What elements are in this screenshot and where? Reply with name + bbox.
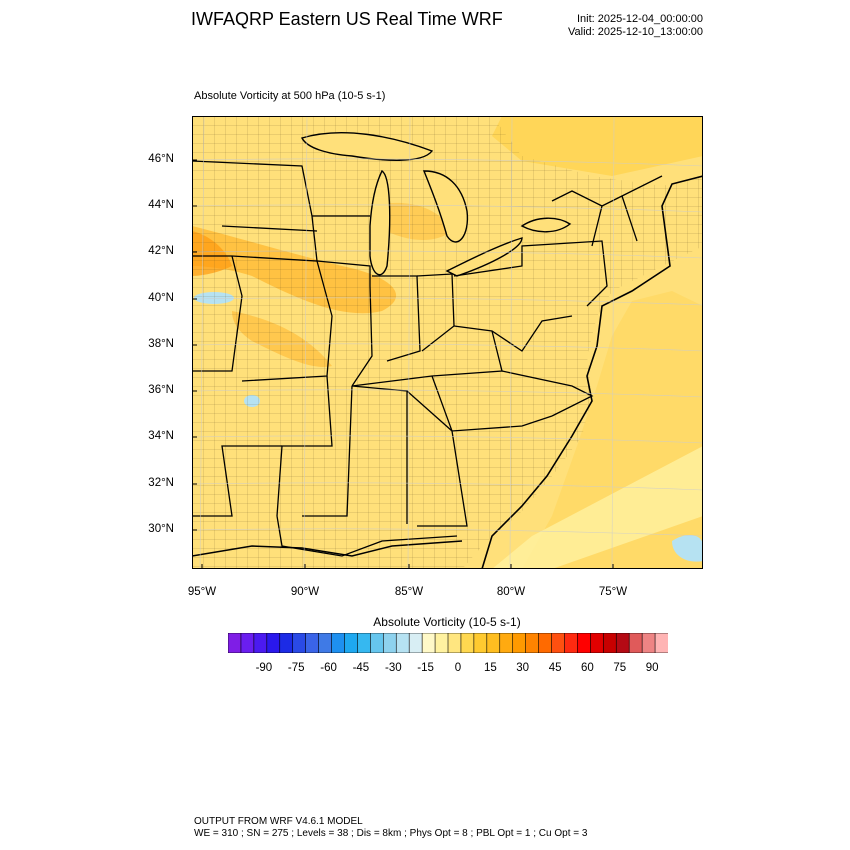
lat-label: 30°N (148, 523, 174, 535)
colorbar-swatch (525, 633, 540, 653)
colorbar-swatch (266, 633, 281, 653)
colorbar-swatch (421, 633, 436, 653)
colorbar-swatch (538, 633, 553, 653)
colorbar-label: -45 (352, 662, 370, 674)
lat-label: 42°N (148, 245, 174, 257)
colorbar-swatch (499, 633, 514, 653)
colorbar-swatch (512, 633, 527, 653)
gulf-coastline (192, 540, 463, 557)
colorbar-swatch (370, 633, 384, 653)
map-frame (192, 116, 703, 569)
atlantic-coastline (481, 175, 703, 569)
colorbar-label: -75 (287, 662, 305, 674)
colorbar-swatch (382, 633, 397, 653)
forecast-times: Init: 2025-12-04_00:00:00 Valid: 2025-12… (568, 13, 703, 39)
colorbar-swatch (357, 633, 371, 653)
init-time: Init: 2025-12-04_00:00:00 (577, 13, 703, 25)
colorbar-label: -60 (320, 662, 337, 674)
lat-label: 38°N (148, 338, 174, 350)
colorbar-swatch (331, 633, 346, 653)
colorbar-swatch (486, 633, 501, 653)
lake-michigan (369, 169, 391, 276)
lat-label: 44°N (148, 199, 174, 211)
colorbar-swatch (551, 633, 566, 653)
lat-label: 46°N (148, 153, 174, 165)
colorbar-swatch (228, 633, 242, 653)
colorbar-label: 30 (516, 662, 530, 674)
colorbar-swatch (434, 633, 449, 653)
colorbar-swatch (615, 633, 630, 653)
lon-label: 90°W (290, 586, 320, 598)
colorbar-swatch (344, 633, 359, 653)
axis-ticks (192, 159, 614, 569)
colorbar-swatch (628, 633, 643, 653)
county-boundaries (192, 116, 703, 569)
state-boundaries (192, 160, 663, 557)
colorbar-label: 15 (483, 662, 497, 674)
colorbar-swatch (654, 633, 668, 653)
lake-erie (445, 237, 523, 277)
colorbar-swatch (279, 633, 294, 653)
colorbar-label: 45 (548, 662, 562, 674)
page-title: IWFAQRP Eastern US Real Time WRF (191, 9, 503, 29)
lake-ontario (520, 217, 572, 233)
lat-label: 36°N (148, 384, 174, 396)
model-info: OUTPUT FROM WRF V4.6.1 MODEL WE = 310 ; … (194, 816, 587, 840)
colorbar-swatch (395, 633, 410, 653)
lat-label: 40°N (148, 292, 174, 304)
lake-superior (301, 132, 434, 161)
colorbar-label: 0 (454, 662, 462, 674)
colorbar-swatch (577, 633, 591, 653)
lat-label: 34°N (148, 430, 174, 442)
field-title: Absolute Vorticity at 500 hPa (10-5 s-1) (194, 90, 386, 102)
lon-label: 80°W (496, 586, 526, 598)
colorbar-swatch (253, 633, 268, 653)
lon-label: 95°W (187, 586, 217, 598)
colorbar-swatch (240, 633, 255, 653)
colorbar-swatch (447, 633, 462, 653)
colorbar-swatch (641, 633, 656, 653)
colorbar-label: 75 (613, 662, 627, 674)
colorbar-label: -30 (384, 662, 402, 674)
colorbar-label: 60 (580, 662, 594, 674)
light-band (492, 446, 703, 569)
colorbar-swatch (590, 633, 604, 653)
lon-label: 75°W (598, 586, 628, 598)
graticule (192, 116, 703, 569)
colorbar-swatch (602, 633, 617, 653)
colorbar-label: -15 (417, 662, 434, 674)
colorbar-swatch (305, 633, 320, 653)
colorbar-swatch (564, 633, 579, 653)
lat-label: 32°N (148, 477, 174, 489)
colorbar (228, 633, 668, 653)
valid-time: Valid: 2025-12-10_13:00:00 (568, 26, 703, 38)
colorbar-label: -90 (255, 662, 273, 674)
colorbar-title: Absolute Vorticity (10-5 s-1) (373, 615, 521, 629)
colorbar-swatch (473, 633, 488, 653)
colorbar-swatch (408, 633, 423, 653)
lake-huron (422, 170, 469, 243)
model-version: OUTPUT FROM WRF V4.6.1 MODEL (194, 816, 363, 827)
vorticity-map (192, 116, 703, 569)
colorbar-swatch (460, 633, 475, 653)
lon-label: 85°W (394, 586, 424, 598)
colorbar-swatch (292, 633, 307, 653)
colorbar-swatch (318, 633, 333, 653)
model-config: WE = 310 ; SN = 275 ; Levels = 38 ; Dis … (194, 828, 588, 839)
colorbar-label: 90 (645, 662, 659, 674)
